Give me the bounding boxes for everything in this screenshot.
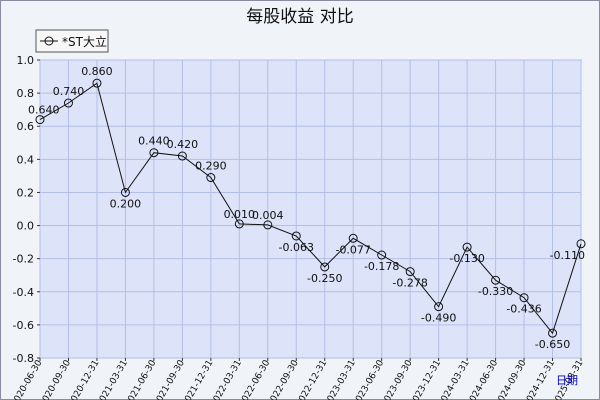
data-label: -0.178: [364, 260, 399, 273]
data-label: 0.010: [224, 208, 256, 221]
y-tick-label: 0.8: [17, 87, 35, 100]
data-label: 0.640: [28, 104, 60, 117]
data-point: [177, 151, 187, 161]
y-tick-label: -0.8: [13, 352, 34, 365]
data-label: 0.420: [167, 138, 199, 151]
plot-area: [39, 59, 582, 359]
y-tick-label: 0.0: [17, 220, 35, 233]
data-label: 0.290: [195, 160, 227, 173]
data-label: 0.440: [138, 135, 170, 148]
data-point: [405, 267, 415, 277]
data-label: -0.110: [550, 249, 585, 262]
y-tick-label: 0.2: [17, 186, 35, 199]
data-point: [234, 219, 244, 229]
data-point: [320, 262, 330, 272]
data-point: [576, 239, 586, 249]
legend-marker-icon: [44, 36, 54, 46]
y-tick-label: 0.4: [17, 153, 35, 166]
data-point: [149, 148, 159, 158]
data-label: -0.278: [392, 277, 427, 290]
y-tick-label: -0.6: [13, 319, 34, 332]
data-point: [92, 78, 102, 88]
data-point: [35, 115, 45, 125]
data-point: [206, 173, 216, 183]
data-label: -0.250: [307, 272, 342, 285]
x-axis-unit-label: 日期: [556, 374, 578, 387]
data-point: [120, 187, 130, 197]
data-label: 0.860: [81, 65, 113, 78]
data-point: [377, 250, 387, 260]
data-point: [491, 275, 501, 285]
data-point: [434, 302, 444, 312]
data-label: -0.490: [421, 312, 456, 325]
data-label: -0.650: [535, 338, 570, 351]
legend-label: *ST大立: [62, 34, 107, 49]
data-label: -0.063: [279, 241, 314, 254]
data-label: 0.740: [53, 85, 85, 98]
y-tick-label: 1.0: [17, 54, 35, 67]
data-label: -0.077: [335, 243, 370, 256]
y-tick-label: 0.6: [17, 120, 35, 133]
data-point: [519, 293, 529, 303]
data-point: [548, 328, 558, 338]
chart-title: 每股收益 对比: [246, 7, 353, 27]
data-point: [348, 233, 358, 243]
data-label: 0.200: [110, 197, 142, 210]
data-point: [263, 220, 273, 230]
data-label: 0.004: [252, 209, 284, 222]
data-point: [462, 242, 472, 252]
data-label: -0.436: [506, 303, 541, 316]
y-tick-label: -0.4: [13, 286, 34, 299]
legend-box: [35, 29, 109, 53]
data-point: [63, 98, 73, 108]
data-label: -0.330: [478, 285, 513, 298]
y-tick-label: -0.2: [13, 253, 34, 266]
series-line: [39, 82, 582, 335]
legend: *ST大立: [35, 29, 109, 53]
data-label: -0.130: [449, 252, 484, 265]
data-point: [291, 231, 301, 241]
